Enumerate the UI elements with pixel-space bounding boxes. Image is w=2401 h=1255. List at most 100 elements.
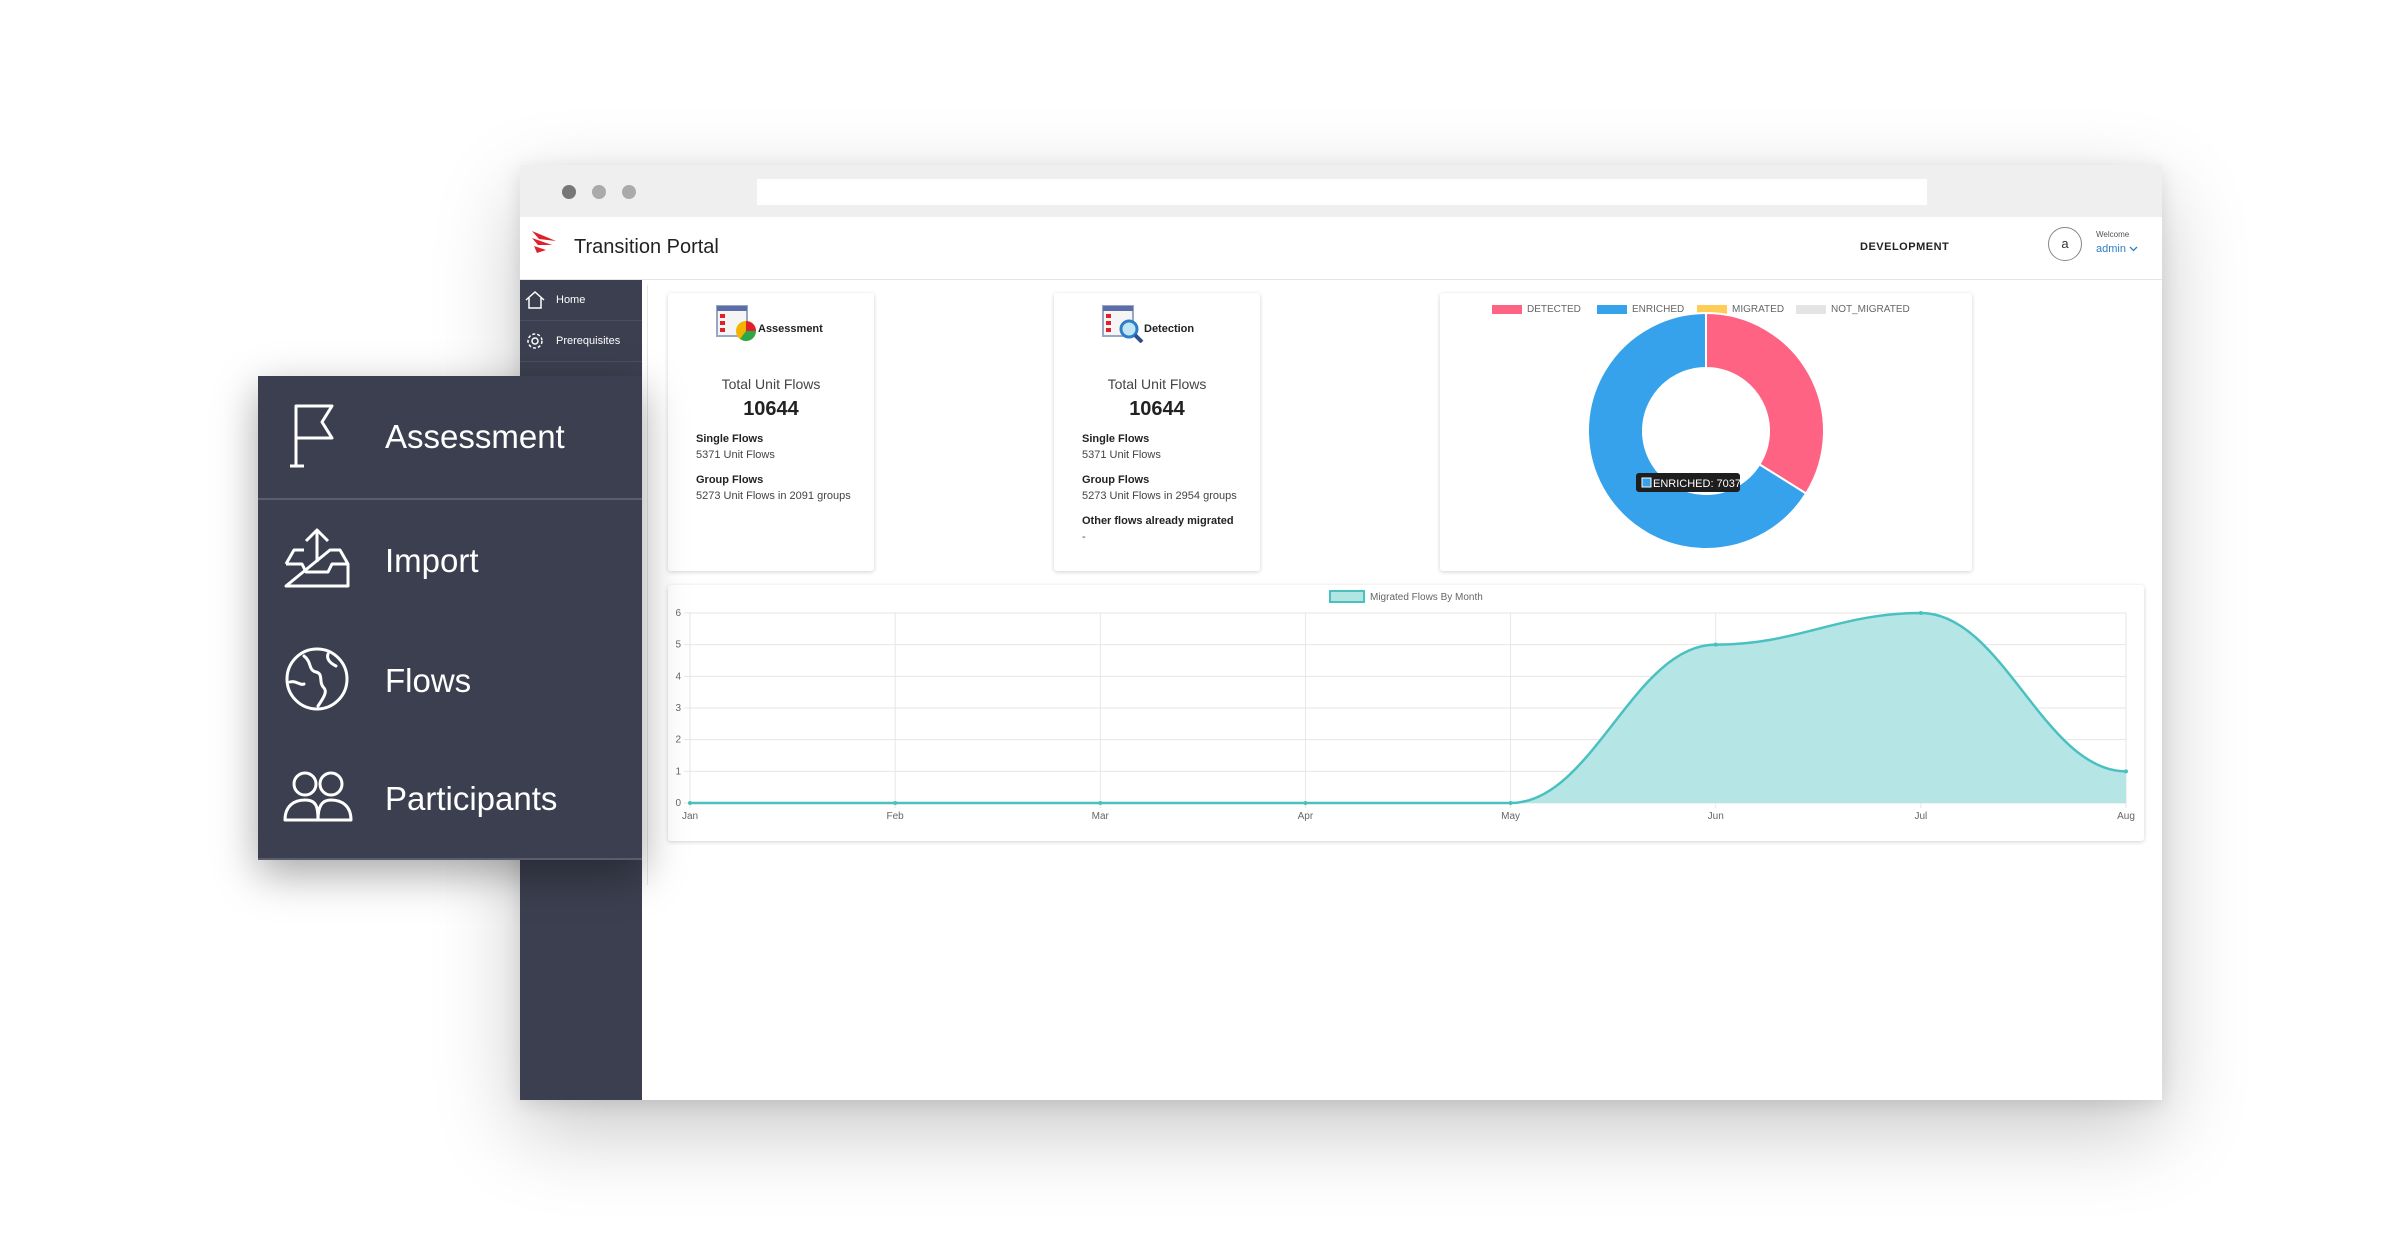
- assessment-card[interactable]: Assessment Total Unit Flows 10644 Single…: [668, 293, 874, 571]
- x-tick-label: May: [1501, 811, 1520, 822]
- menu-divider: [258, 858, 642, 860]
- data-point[interactable]: [1918, 611, 1923, 615]
- content-divider: [647, 285, 648, 885]
- menu-item-flows[interactable]: Flows: [258, 620, 642, 740]
- group-flows-value: 5273 Unit Flows in 2091 groups: [696, 490, 851, 502]
- x-tick-label: Jun: [1708, 811, 1724, 822]
- total-label: Total Unit Flows: [721, 376, 821, 392]
- legend-item-not-migrated[interactable]: NOT_MIGRATED: [1796, 304, 1910, 315]
- y-tick-label: 4: [675, 671, 681, 682]
- legend-item-enriched[interactable]: ENRICHED: [1597, 304, 1684, 315]
- area-chart: 0 1 2 3 4 5 6 Jan Feb Mar Apr May Jun Jul Aug Migrated …: [675, 590, 2135, 822]
- donut-chart: ENRICHED: 7037: [1587, 311, 1825, 550]
- menu-item-assessment[interactable]: Assessment: [258, 376, 642, 496]
- x-tick-label: Jan: [682, 811, 698, 822]
- menu-item-label: Assessment: [385, 418, 565, 455]
- gear-icon: [527, 333, 543, 349]
- legend-item-detected[interactable]: DETECTED: [1492, 304, 1581, 315]
- sidebar-item-home[interactable]: Home: [520, 280, 642, 321]
- single-flows-value: 5371 Unit Flows: [696, 449, 775, 461]
- data-point[interactable]: [1713, 642, 1718, 647]
- data-point[interactable]: [1508, 801, 1513, 805]
- x-tick-label: Jul: [1914, 811, 1927, 822]
- flag-icon: [290, 404, 334, 468]
- donut-tooltip: ENRICHED: 7037: [1636, 473, 1741, 492]
- total-value: 10644: [743, 398, 799, 420]
- floating-menu: Assessment Import Flows Participants: [258, 376, 642, 860]
- total-label: Total Unit Flows: [1107, 376, 1207, 392]
- y-tick-label: 2: [675, 735, 681, 746]
- browser-window: Transition Portal DEVELOPMENT a Welcome …: [520, 165, 2162, 1100]
- y-tick-label: 6: [675, 608, 681, 619]
- menu-divider: [258, 498, 642, 500]
- app-title: Transition Portal: [574, 236, 719, 258]
- legend-label: NOT_MIGRATED: [1831, 304, 1910, 315]
- brand-logo-icon[interactable]: [530, 229, 558, 255]
- x-tick-label: Mar: [1092, 811, 1110, 822]
- x-tick-label: Aug: [2117, 811, 2135, 822]
- sidebar-item-label: Home: [556, 294, 586, 306]
- users-icon: [283, 771, 353, 822]
- home-icon: [525, 290, 545, 309]
- data-point[interactable]: [2124, 769, 2128, 774]
- welcome-label: Welcome: [2096, 230, 2130, 239]
- legend-swatch: [1597, 304, 1627, 314]
- legend-label: ENRICHED: [1632, 304, 1685, 315]
- window-close-dot[interactable]: [562, 185, 576, 199]
- legend-swatch: [1697, 304, 1727, 314]
- single-flows-value: 5371 Unit Flows: [1082, 449, 1161, 461]
- card-title: Assessment: [758, 323, 823, 335]
- data-point[interactable]: [1303, 801, 1308, 805]
- assessment-chart-icon: [716, 305, 756, 341]
- menu-item-label: Import: [385, 542, 479, 579]
- x-tick-label: Feb: [887, 811, 905, 822]
- data-point[interactable]: [893, 801, 898, 805]
- y-tick-label: 1: [675, 766, 681, 777]
- user-menu[interactable]: admin: [2096, 243, 2138, 255]
- menu-item-label: Participants: [385, 780, 558, 817]
- data-point[interactable]: [688, 801, 692, 805]
- menu-item-label: Flows: [385, 662, 472, 699]
- detection-search-icon: [1102, 305, 1144, 343]
- sidebar-item-prerequisites[interactable]: Prerequisites: [520, 321, 642, 362]
- user-name: admin: [2096, 243, 2126, 255]
- donut-slice-detected[interactable]: [1705, 311, 1825, 495]
- detection-card[interactable]: Detection Total Unit Flows 10644 Single …: [1054, 293, 1260, 571]
- legend-label: DETECTED: [1527, 304, 1581, 315]
- y-tick-label: 3: [675, 703, 681, 714]
- legend-swatch: [1492, 304, 1522, 314]
- data-point[interactable]: [1098, 801, 1103, 805]
- y-tick-label: 0: [675, 798, 681, 809]
- migrated-flows-card: 0 1 2 3 4 5 6 Jan Feb Mar Apr May Jun Jul Aug Migrated …: [668, 585, 2144, 841]
- legend-label: Migrated Flows By Month: [1370, 592, 1483, 603]
- series-area: [690, 613, 2126, 803]
- already-migrated-value: -: [1082, 531, 1086, 543]
- globe-icon: [285, 647, 349, 711]
- chevron-down-icon: [2129, 246, 2138, 252]
- environment-label: DEVELOPMENT: [1860, 241, 1950, 253]
- legend-item-migrated[interactable]: MIGRATED: [1697, 304, 1784, 315]
- app-header: Transition Portal DEVELOPMENT a Welcome …: [520, 217, 2162, 280]
- already-migrated-label: Other flows already migrated: [1082, 515, 1234, 527]
- legend-label: MIGRATED: [1732, 304, 1785, 315]
- status-donut-card: DETECTED ENRICHED MIGRATED NOT_MIGRATED …: [1440, 293, 1972, 571]
- card-title: Detection: [1144, 323, 1195, 335]
- x-tick-label: Apr: [1298, 811, 1314, 822]
- menu-item-participants[interactable]: Participants: [258, 738, 642, 858]
- sidebar-item-label: Prerequisites: [556, 335, 621, 347]
- avatar[interactable]: a: [2048, 227, 2082, 261]
- legend-swatch: [1796, 304, 1826, 314]
- window-minimize-dot[interactable]: [592, 185, 606, 199]
- window-maximize-dot[interactable]: [622, 185, 636, 199]
- single-flows-label: Single Flows: [696, 433, 764, 445]
- total-value: 10644: [1129, 398, 1185, 420]
- address-bar[interactable]: [757, 179, 1927, 205]
- group-flows-label: Group Flows: [696, 474, 764, 486]
- group-flows-value: 5273 Unit Flows in 2954 groups: [1082, 490, 1237, 502]
- browser-chrome: [520, 165, 2162, 217]
- tooltip-text: ENRICHED: 7037: [1653, 478, 1741, 490]
- single-flows-label: Single Flows: [1082, 433, 1150, 445]
- legend-item-migrated-flows[interactable]: Migrated Flows By Month: [1329, 590, 1483, 603]
- menu-item-import[interactable]: Import: [258, 500, 642, 620]
- group-flows-label: Group Flows: [1082, 474, 1150, 486]
